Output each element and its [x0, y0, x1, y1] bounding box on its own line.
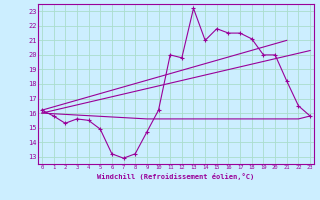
X-axis label: Windchill (Refroidissement éolien,°C): Windchill (Refroidissement éolien,°C) [97, 173, 255, 180]
